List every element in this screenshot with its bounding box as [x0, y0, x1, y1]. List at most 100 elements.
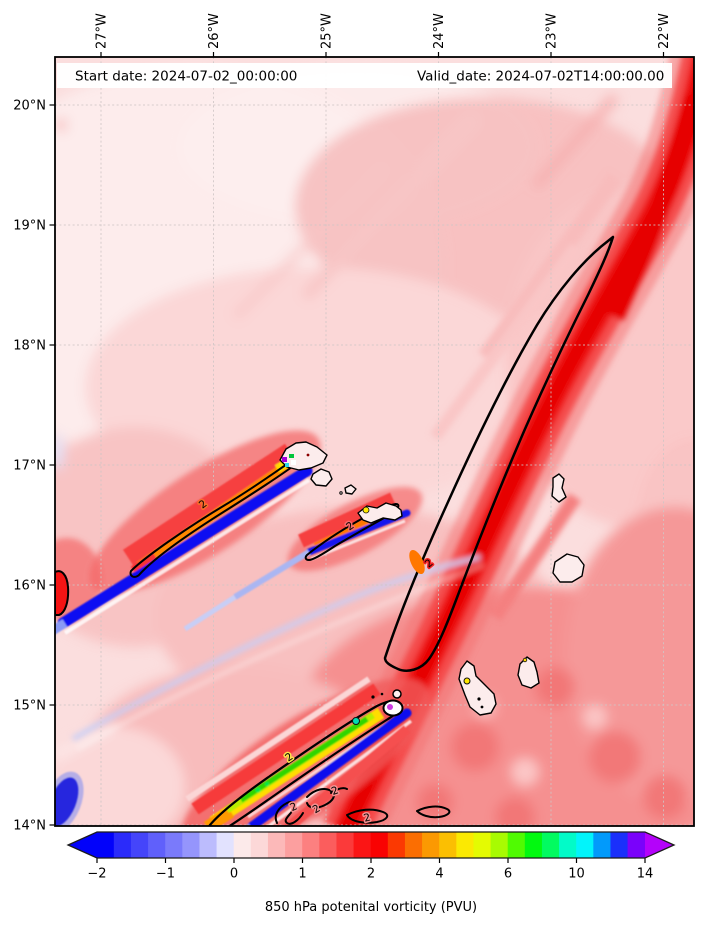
santo-antao-white-pv-spot: [291, 460, 296, 465]
colorbar-segment: [387, 832, 406, 858]
colorbar-tick-label: 0: [230, 867, 238, 882]
colorbar-tick-label: 1: [298, 867, 306, 882]
cape-verde-islands: [279, 441, 585, 725]
colorbar-tick-label: 14: [637, 867, 654, 882]
colorbar-segment: [148, 832, 166, 858]
colorbar-segment: [456, 832, 475, 858]
graticule: [55, 57, 694, 826]
colorbar-segment: [524, 832, 543, 858]
island-sao-nicolau: [357, 502, 403, 524]
colorbar: −2 −1 0 1 2 4 6 10 14: [66, 831, 676, 882]
pv2-contour-main-band: [383, 235, 615, 672]
colorbar-segment: [285, 832, 303, 858]
lat-tick-label: 15°N: [13, 699, 46, 714]
islet-brava: [371, 695, 375, 699]
colorbar-caption: 850 hPa potenital vorticity (PVU): [265, 900, 477, 915]
island-wakes: [55, 443, 413, 826]
lat-tick-label: 19°N: [13, 219, 46, 234]
wake-santo-antao-negative-pv: [57, 465, 313, 629]
santo-antao-purple-pv-spot: [282, 457, 287, 462]
colorbar-segment: [473, 832, 492, 858]
header-band: [57, 63, 672, 88]
sao-nicolau-yellow-pv-spot: [362, 506, 370, 514]
colorbar-segment: [627, 832, 646, 858]
islet-branco: [339, 491, 343, 495]
island-boa-vista: [552, 553, 585, 583]
colorbar-segment: [199, 832, 218, 858]
start-date-text: Start date: 2024-07-02_00:00:00: [75, 69, 297, 85]
colorbar-over-arrow: [645, 832, 674, 858]
colorbar-segment: [439, 832, 457, 858]
colorbar-segment: [182, 832, 201, 858]
axes: 27°W 26°W 25°W 24°W 23°W 22°W 20°N 19°N 18°N 17°N…: [13, 13, 672, 834]
colorbar-segment: [576, 832, 594, 858]
colorbar-segment: [370, 832, 389, 858]
lat-tick-label: 20°N: [13, 99, 46, 114]
island-sao-vicente: [310, 468, 333, 487]
map-frame: [54, 56, 695, 827]
lon-tick-label: 22°W: [657, 13, 672, 49]
colorbar-tick-label: 4: [435, 867, 443, 882]
lat-tick-label: 16°N: [13, 579, 46, 594]
pv2-squiggle-5: [416, 805, 451, 819]
lon-tick-label: 27°W: [95, 13, 110, 49]
orange-blob-in-band: [409, 549, 425, 575]
colorbar-segment: [130, 832, 149, 858]
pv2-squiggle-4: [346, 808, 389, 824]
lon-tick-label: 24°W: [432, 13, 447, 49]
colorbar-segment: [507, 832, 526, 858]
colorbar-segment: [593, 832, 612, 858]
pv2-contour-west-edge-blob: [55, 570, 70, 616]
fogo-wake-cyan-spot: [352, 717, 360, 725]
colorbar-segment: [96, 832, 115, 858]
island-santiago: [458, 660, 497, 716]
wake-santo-antao-red-fringe: [122, 443, 298, 569]
pv2-squiggle-2: [306, 788, 335, 809]
colorbar-segment: [404, 832, 423, 858]
colorbar-segment: [541, 832, 560, 858]
valid-date-text: Valid_date: 2024-07-02T14:00:00.00: [417, 69, 664, 85]
pv2-squiggle-1: [274, 800, 304, 825]
wake-fogo-green-core: [239, 716, 369, 803]
colorbar-segment: [233, 832, 252, 858]
santiago-yellow-pv-spot: [463, 677, 471, 685]
colorbar-tick-label: −2: [87, 867, 106, 882]
colorbar-segment: [216, 832, 235, 858]
colorbar-tick-label: 6: [504, 867, 512, 882]
colorbar-tick-label: −1: [156, 867, 175, 882]
maio-yellow-pv-spot: [522, 657, 528, 663]
pv2-contour-ring-near-fogo: [392, 689, 402, 699]
colorbar-segment: [319, 832, 338, 858]
colorbar-segment: [353, 832, 372, 858]
island-fogo: [382, 699, 404, 717]
colorbar-outline: [66, 831, 676, 859]
lon-tick-label: 26°W: [207, 13, 222, 49]
colorbar-segment: [267, 832, 286, 858]
lat-tick-label: 17°N: [13, 459, 46, 474]
wake-fogo-red-fringe: [191, 683, 381, 815]
santo-antao-green-pv-spot: [289, 454, 294, 458]
colorbar-segment: [302, 832, 320, 858]
colorbar-tick-label: 2: [367, 867, 375, 882]
santo-antao-cyan-pv-spot: [285, 463, 289, 467]
colorbar-tick-label: 10: [568, 867, 585, 882]
pv2-squiggle-3: [330, 787, 348, 794]
lon-tick-label: 25°W: [320, 13, 335, 49]
map-plot: 2 2 2 2 2 2 2 2 Start date: 2024-07-02_0…: [55, 57, 694, 826]
colorbar-segment: [559, 832, 577, 858]
colorbar-segment: [490, 832, 509, 858]
colorbar-under-arrow: [68, 832, 97, 858]
colorbar-segment: [610, 832, 629, 858]
colorbar-segment: [422, 832, 440, 858]
colorbar-segment: [250, 832, 269, 858]
wake-sao-nicolau-red-fringe: [298, 492, 396, 548]
lon-tick-label: 23°W: [545, 13, 560, 49]
island-maio: [517, 656, 540, 689]
lat-tick-label: 18°N: [13, 339, 46, 354]
wake-fogo-negative-pv: [246, 708, 412, 826]
lat-tick-label: 14°N: [13, 819, 46, 834]
island-santa-luzia: [344, 484, 357, 495]
island-sal: [551, 473, 567, 503]
colorbar-segment: [165, 832, 183, 858]
